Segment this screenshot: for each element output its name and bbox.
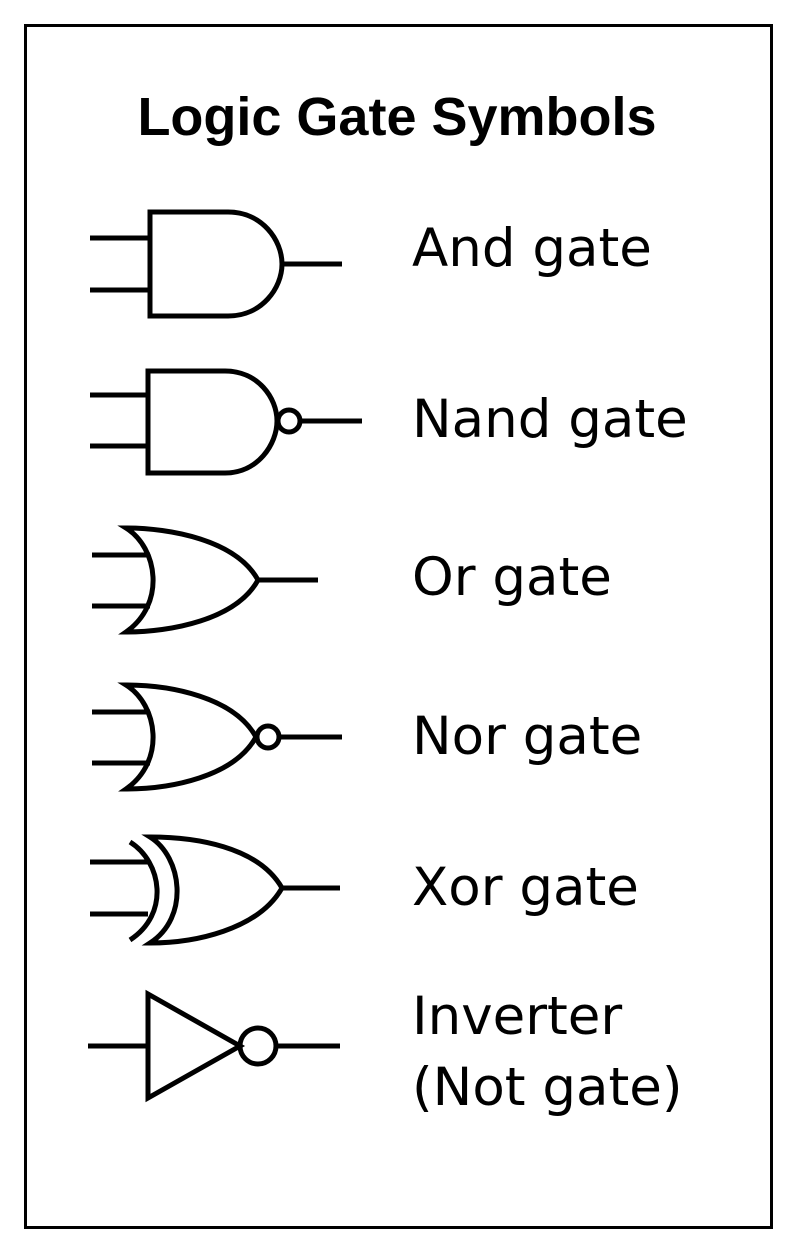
- diagram-title: Logic Gate Symbols: [137, 87, 657, 147]
- or-gate-label: Or gate: [412, 547, 612, 608]
- and-gate-label: And gate: [412, 218, 652, 279]
- nand-gate-label: Nand gate: [412, 389, 688, 450]
- nor-gate-label: Nor gate: [412, 706, 643, 767]
- outer-frame: [24, 24, 773, 1229]
- not-gate-label-line1: Inverter: [412, 986, 623, 1047]
- not-gate-label-line2: (Not gate): [412, 1057, 683, 1118]
- xor-gate-label: Xor gate: [412, 857, 639, 918]
